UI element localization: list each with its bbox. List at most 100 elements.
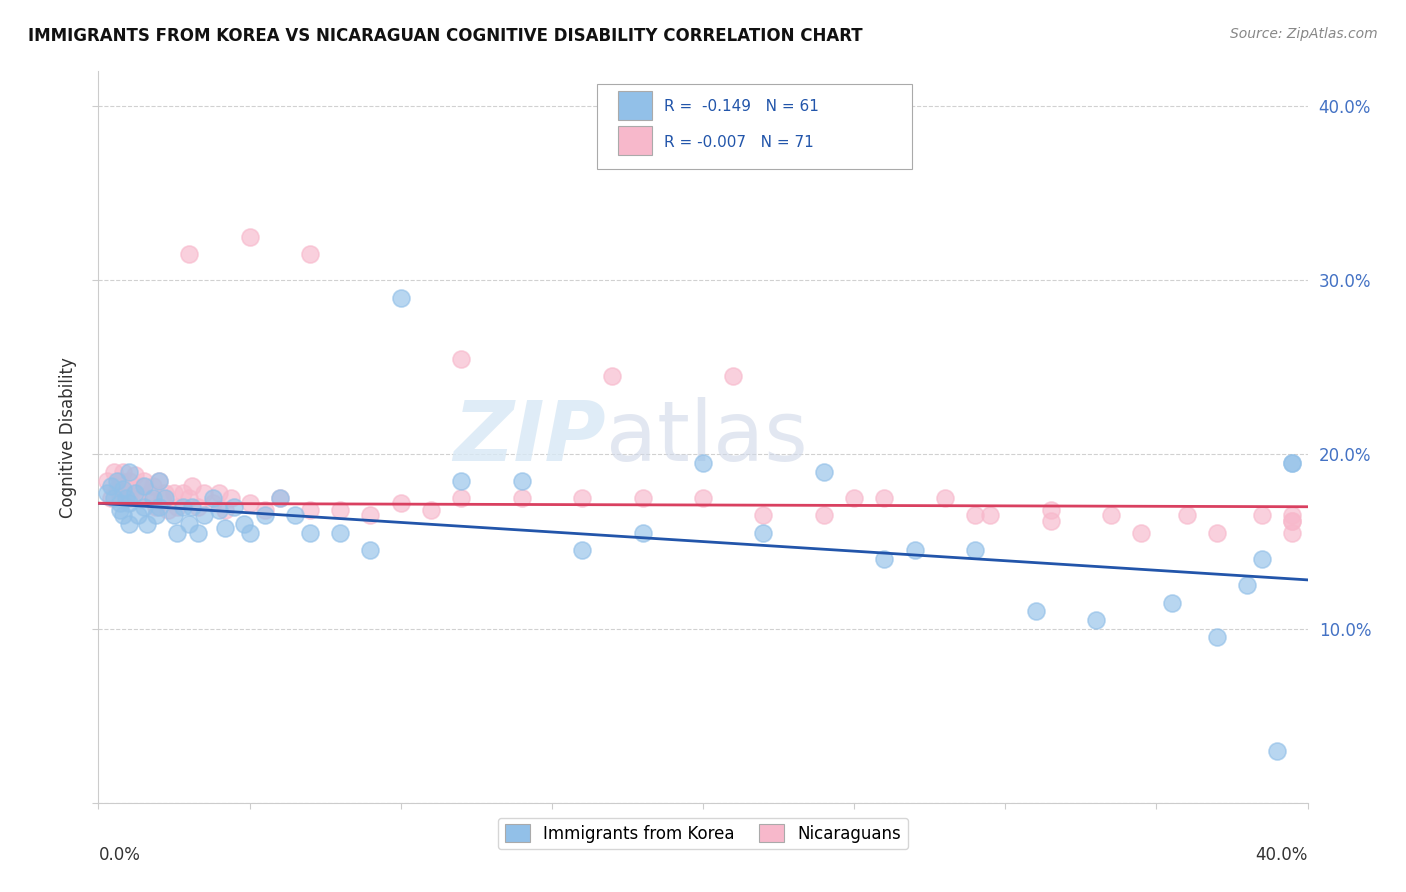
- Point: [118, 474, 141, 488]
- Point: [172, 485, 194, 500]
- Point: [111, 483, 134, 497]
- Point: [214, 503, 236, 517]
- Point: [1251, 552, 1274, 566]
- Point: [150, 491, 173, 505]
- Point: [329, 525, 352, 540]
- Point: [103, 465, 125, 479]
- Point: [142, 491, 165, 505]
- Point: [135, 491, 157, 505]
- Point: [965, 508, 987, 523]
- Point: [181, 479, 204, 493]
- Point: [1267, 743, 1289, 757]
- Point: [450, 351, 472, 366]
- Point: [118, 465, 141, 479]
- Point: [124, 468, 146, 483]
- Point: [450, 474, 472, 488]
- Point: [111, 465, 134, 479]
- Text: IMMIGRANTS FROM KOREA VS NICARAGUAN COGNITIVE DISABILITY CORRELATION CHART: IMMIGRANTS FROM KOREA VS NICARAGUAN COGN…: [28, 27, 863, 45]
- Point: [450, 491, 472, 505]
- Point: [299, 503, 322, 517]
- Point: [1099, 508, 1122, 523]
- Point: [239, 525, 262, 540]
- Point: [163, 485, 186, 500]
- Point: [1281, 525, 1303, 540]
- Point: [224, 500, 246, 514]
- Point: [118, 491, 141, 505]
- Point: [1251, 508, 1274, 523]
- Point: [232, 517, 254, 532]
- Point: [813, 465, 835, 479]
- Text: R = -0.007   N = 71: R = -0.007 N = 71: [664, 135, 814, 150]
- Point: [118, 496, 141, 510]
- Point: [284, 508, 307, 523]
- Point: [135, 517, 157, 532]
- Point: [873, 491, 896, 505]
- Point: [202, 491, 225, 505]
- Point: [1160, 595, 1182, 609]
- Point: [692, 491, 714, 505]
- Point: [1039, 503, 1062, 517]
- Point: [329, 503, 352, 517]
- Point: [692, 456, 714, 470]
- Point: [153, 485, 176, 500]
- Point: [142, 479, 165, 493]
- Point: [253, 503, 276, 517]
- Point: [166, 500, 188, 514]
- Point: [1130, 525, 1153, 540]
- Point: [1236, 578, 1258, 592]
- Point: [148, 500, 170, 514]
- Point: [153, 491, 176, 505]
- Point: [132, 500, 155, 514]
- Point: [111, 508, 134, 523]
- Point: [187, 525, 209, 540]
- Point: [1281, 456, 1303, 470]
- FancyBboxPatch shape: [619, 126, 652, 155]
- Point: [299, 247, 322, 261]
- Point: [139, 485, 162, 500]
- Point: [221, 491, 243, 505]
- Point: [163, 508, 186, 523]
- Point: [114, 485, 136, 500]
- Point: [1024, 604, 1046, 618]
- Point: [602, 369, 624, 384]
- Point: [208, 503, 231, 517]
- Text: 0.0%: 0.0%: [98, 847, 141, 864]
- Point: [239, 496, 262, 510]
- Point: [114, 491, 136, 505]
- Point: [148, 474, 170, 488]
- Point: [269, 491, 291, 505]
- Point: [108, 474, 131, 488]
- Point: [105, 474, 128, 488]
- Point: [1085, 613, 1108, 627]
- Point: [752, 508, 775, 523]
- Text: Source: ZipAtlas.com: Source: ZipAtlas.com: [1230, 27, 1378, 41]
- Point: [103, 491, 125, 505]
- Text: ZIP: ZIP: [454, 397, 606, 477]
- Point: [132, 474, 155, 488]
- Y-axis label: Cognitive Disability: Cognitive Disability: [59, 357, 77, 517]
- Point: [269, 491, 291, 505]
- Point: [1206, 631, 1229, 645]
- Point: [904, 543, 927, 558]
- Point: [202, 496, 225, 510]
- Point: [96, 485, 118, 500]
- Text: atlas: atlas: [606, 397, 808, 477]
- Point: [571, 491, 593, 505]
- Point: [193, 485, 215, 500]
- Point: [127, 491, 149, 505]
- Point: [631, 491, 654, 505]
- Point: [1281, 508, 1303, 523]
- Point: [108, 503, 131, 517]
- Point: [179, 247, 201, 261]
- Point: [208, 485, 231, 500]
- Point: [360, 508, 382, 523]
- Point: [179, 491, 201, 505]
- Point: [108, 496, 131, 510]
- Point: [965, 543, 987, 558]
- Point: [193, 508, 215, 523]
- Point: [631, 525, 654, 540]
- FancyBboxPatch shape: [596, 84, 912, 169]
- Text: 40.0%: 40.0%: [1256, 847, 1308, 864]
- Point: [360, 543, 382, 558]
- Point: [124, 485, 146, 500]
